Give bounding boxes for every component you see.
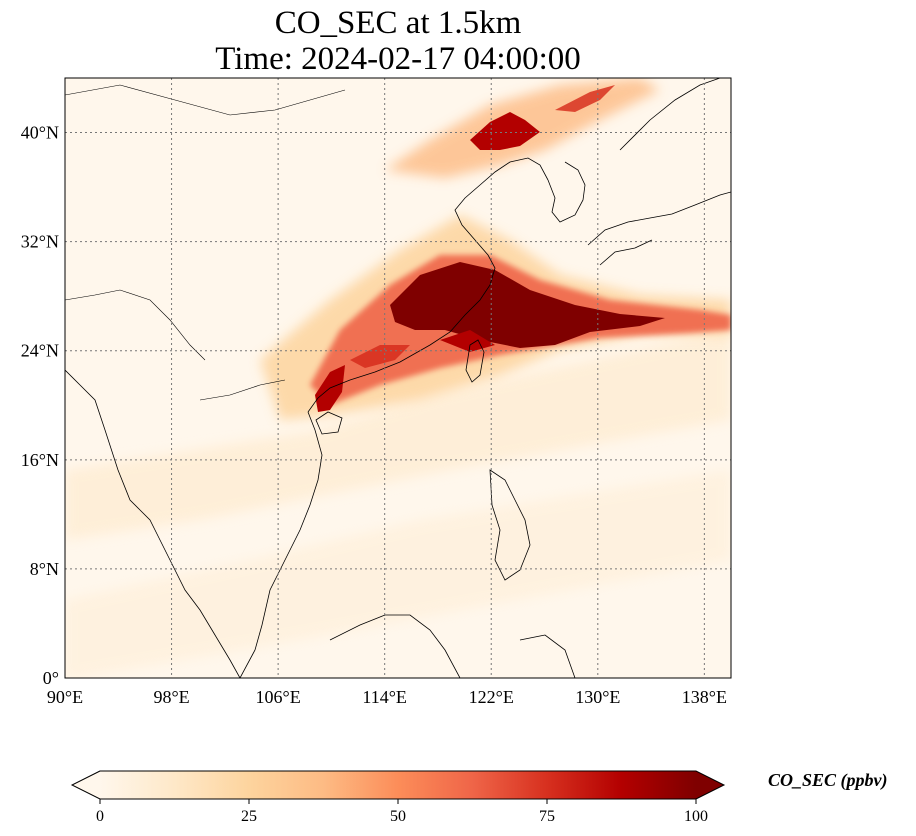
gridlines <box>65 78 731 678</box>
coastline-russia <box>619 78 721 151</box>
coastline-china <box>307 157 549 413</box>
y-tick-label: 8°N <box>30 559 59 579</box>
x-tick-label: 138°E <box>682 687 727 707</box>
northern-plume-arm <box>555 85 615 112</box>
coastline-japan-south <box>587 191 731 246</box>
x-tick-label: 98°E <box>153 687 189 707</box>
coastline-indochina-east <box>239 411 323 678</box>
colorbar-extend-max <box>696 771 724 799</box>
x-tick-label: 122°E <box>469 687 514 707</box>
concentration-field <box>65 78 731 678</box>
border-laos-vietnam <box>199 379 286 401</box>
y-tick-label: 40°N <box>21 123 59 143</box>
coastline-philippines <box>489 469 531 581</box>
low-concentration-haze <box>65 330 731 540</box>
colorbar-gradient <box>100 771 696 799</box>
northern-plume-core <box>470 112 540 150</box>
coastline-korea <box>547 161 586 223</box>
coastlines <box>65 78 731 678</box>
coastline-hainan <box>315 411 343 435</box>
colorbar-tick-label: 100 <box>684 808 708 825</box>
y-tick-label: 32°N <box>21 232 59 252</box>
coastline-kyushu <box>599 239 653 266</box>
x-tick-label: 114°E <box>362 687 407 707</box>
colorbar-label: CO_SEC (ppbv) <box>768 770 888 790</box>
plume-core <box>390 262 665 348</box>
border-mongolia <box>65 84 346 116</box>
low-concentration-haze-south <box>65 470 731 678</box>
map-frame <box>64 77 732 679</box>
x-tick-label: 106°E <box>256 687 301 707</box>
x-axis-labels: 90°E 98°E 106°E 114°E 122°E 130°E 138°E <box>47 687 727 707</box>
colorbar: 0 25 50 75 100 <box>70 770 726 825</box>
y-tick-label: 24°N <box>21 341 59 361</box>
coastline-taiwan <box>465 339 485 383</box>
coastline-borneo <box>329 614 461 678</box>
colorbar-ticks: 0 25 50 75 100 <box>96 799 708 825</box>
colorbar-tick-label: 0 <box>96 808 104 825</box>
y-tick-label: 16°N <box>21 450 59 470</box>
coastline-sulawesi <box>519 634 576 678</box>
colorbar-tick-label: 25 <box>241 808 257 825</box>
colorbar-tick-label: 50 <box>390 808 406 825</box>
plot-subtitle-time: Time: 2024-02-17 04:00:00 <box>215 41 581 77</box>
x-tick-label: 90°E <box>47 687 83 707</box>
coastline-indochina-west <box>65 369 241 678</box>
plot-title: CO_SEC at 1.5km <box>274 5 522 41</box>
y-tick-label: 0° <box>43 668 59 688</box>
colorbar-tick-label: 75 <box>539 808 555 825</box>
border-myanmar-china <box>65 289 206 361</box>
x-tick-label: 130°E <box>575 687 620 707</box>
colorbar-extend-min <box>72 771 100 799</box>
y-axis-labels: 0° 8°N 16°N 24°N 32°N 40°N <box>21 123 59 688</box>
